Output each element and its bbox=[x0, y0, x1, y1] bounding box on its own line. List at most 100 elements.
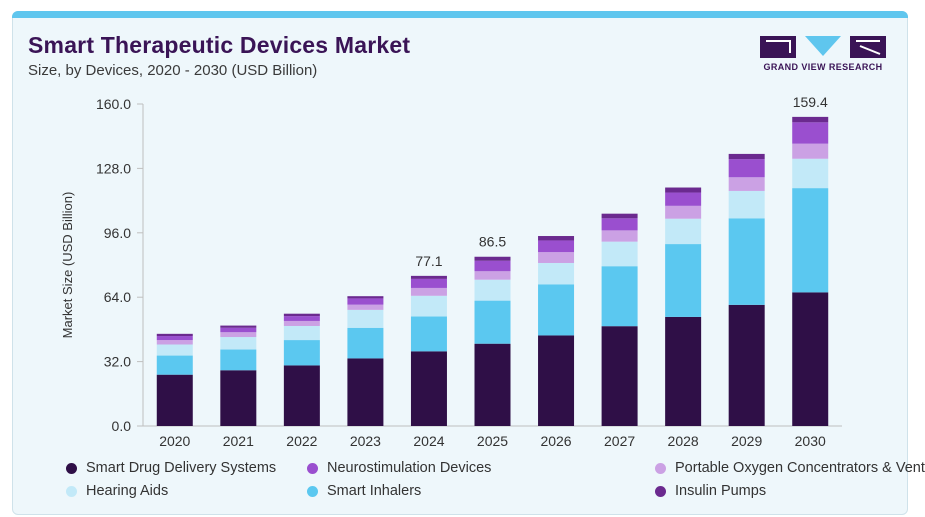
bar-segment bbox=[538, 284, 575, 336]
bar-segment bbox=[283, 313, 320, 317]
bar-segment bbox=[728, 159, 765, 178]
bar-segment bbox=[601, 213, 638, 219]
bar-segment bbox=[538, 236, 575, 241]
bar-segment bbox=[347, 298, 384, 305]
x-tick-label: 2025 bbox=[477, 433, 508, 449]
legend-label: Neurostimulation Devices bbox=[327, 460, 492, 476]
y-tick-label: 0.0 bbox=[112, 418, 132, 434]
bar-segment bbox=[665, 244, 702, 317]
bar-segment bbox=[220, 327, 257, 333]
bar-segment bbox=[728, 190, 765, 219]
bar-segment bbox=[156, 344, 193, 356]
bar-segment bbox=[220, 325, 257, 328]
bar-segment bbox=[601, 266, 638, 327]
bar-segment bbox=[665, 192, 702, 206]
bar-segment bbox=[601, 241, 638, 267]
bar-segment bbox=[156, 336, 193, 341]
x-tick-label: 2020 bbox=[159, 433, 190, 449]
bar-segment bbox=[156, 333, 193, 337]
bar-segment bbox=[474, 279, 511, 301]
bar-segment bbox=[474, 260, 511, 272]
legend-item: Smart Inhalers bbox=[307, 483, 421, 499]
bar-segment bbox=[538, 335, 575, 426]
legend-swatch bbox=[66, 485, 77, 497]
bar-segment bbox=[410, 295, 447, 317]
legend-swatch bbox=[655, 485, 666, 497]
bar-segment bbox=[220, 332, 257, 338]
bar-segment bbox=[728, 218, 765, 305]
legend-label: Hearing Aids bbox=[86, 483, 169, 499]
bar-segment bbox=[283, 365, 320, 426]
chart-title: Smart Therapeutic Devices Market bbox=[28, 32, 411, 58]
bar-segment bbox=[728, 153, 765, 160]
grand-view-research-logo bbox=[760, 36, 886, 58]
bar-segment bbox=[474, 271, 511, 280]
bar-segment bbox=[283, 320, 320, 326]
bar-segment bbox=[220, 370, 257, 426]
legend-item: Smart Drug Delivery Systems bbox=[66, 460, 276, 476]
bar-segment bbox=[220, 337, 257, 350]
bar-segment bbox=[474, 256, 511, 261]
bar-segment bbox=[283, 325, 320, 341]
x-tick-label: 2029 bbox=[731, 433, 762, 449]
bar-segment bbox=[347, 358, 384, 426]
legend-label: Insulin Pumps bbox=[675, 483, 767, 499]
legend-item: Insulin Pumps bbox=[655, 483, 766, 499]
bar-segment bbox=[792, 122, 829, 144]
legend-item: Neurostimulation Devices bbox=[307, 460, 491, 476]
x-tick-label: 2028 bbox=[668, 433, 699, 449]
bar-segment bbox=[792, 158, 829, 189]
total-value-label: 159.4 bbox=[793, 94, 828, 110]
bar-segment bbox=[792, 143, 829, 159]
legend-swatch bbox=[655, 462, 666, 474]
legend-swatch bbox=[307, 462, 318, 474]
y-tick-label: 32.0 bbox=[104, 354, 131, 370]
bar-segment bbox=[410, 351, 447, 426]
accent-bar bbox=[12, 11, 908, 18]
bar-segment bbox=[601, 230, 638, 242]
bar-segment bbox=[665, 187, 702, 193]
bar-segment bbox=[220, 349, 257, 371]
legend-label: Portable Oxygen Concentrators & Ventilat… bbox=[675, 460, 925, 476]
bar-segment bbox=[538, 252, 575, 263]
legend-label: Smart Inhalers bbox=[327, 483, 422, 499]
x-tick-label: 2024 bbox=[413, 433, 444, 449]
bar-segment bbox=[347, 309, 384, 328]
bar-segment bbox=[410, 287, 447, 296]
bar-segment bbox=[538, 262, 575, 285]
legend-swatch bbox=[66, 462, 77, 474]
bar-segment bbox=[792, 188, 829, 293]
y-tick-label: 128.0 bbox=[96, 160, 131, 176]
x-tick-label: 2022 bbox=[286, 433, 317, 449]
bar-segment bbox=[410, 275, 447, 279]
x-tick-label: 2027 bbox=[604, 433, 635, 449]
chart-subtitle: Size, by Devices, 2020 - 2030 (USD Billi… bbox=[28, 62, 318, 79]
bar-segment bbox=[665, 205, 702, 219]
x-tick-label: 2026 bbox=[540, 433, 571, 449]
bar-segment bbox=[474, 300, 511, 344]
bar-segment bbox=[410, 278, 447, 288]
bar-segment bbox=[601, 218, 638, 231]
legend-label: Smart Drug Delivery Systems bbox=[86, 460, 277, 476]
bar-segment bbox=[792, 292, 829, 426]
total-value-label: 86.5 bbox=[479, 234, 506, 250]
bar-segment bbox=[347, 327, 384, 359]
x-tick-label: 2021 bbox=[223, 433, 254, 449]
bar-segment bbox=[474, 343, 511, 426]
bar-segment bbox=[283, 316, 320, 321]
bar-segment bbox=[665, 218, 702, 245]
bar-segment bbox=[156, 340, 193, 345]
y-tick-label: 64.0 bbox=[104, 289, 131, 305]
bar-segment bbox=[792, 116, 829, 123]
bar-segment bbox=[347, 296, 384, 299]
bar-segment bbox=[728, 177, 765, 191]
legend-item: Hearing Aids bbox=[66, 483, 168, 499]
bar-segment bbox=[728, 304, 765, 426]
bar-segment bbox=[283, 340, 320, 366]
bar-segment bbox=[347, 304, 384, 310]
bar-segment bbox=[156, 355, 193, 375]
x-tick-label: 2023 bbox=[350, 433, 381, 449]
legend-item: Portable Oxygen Concentrators & Ventilat… bbox=[655, 460, 925, 476]
bar-segment bbox=[538, 240, 575, 253]
